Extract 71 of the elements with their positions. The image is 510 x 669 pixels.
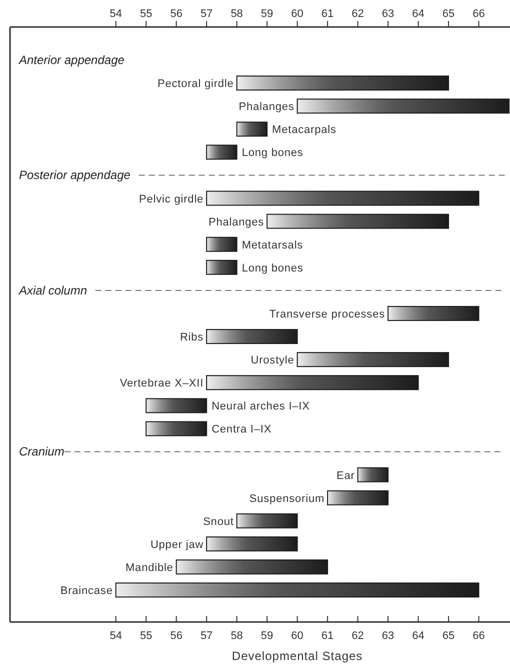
x-tick-label: 66 — [472, 630, 485, 642]
x-tick-label: 63 — [382, 630, 394, 642]
x2-tick-label: 56 — [170, 8, 182, 20]
y-tick-label: Transverse processes — [269, 308, 386, 320]
y-tick-label: Cranium — [19, 444, 64, 459]
x-axis-title: Developmental Stages — [232, 649, 363, 663]
x-tick-label: 60 — [291, 630, 304, 642]
x-tick-label: 65 — [442, 630, 455, 642]
bar — [236, 513, 298, 528]
bar — [206, 236, 238, 252]
y-tick-label: Suspensorium — [249, 492, 325, 505]
x-tick-label: 56 — [170, 630, 182, 642]
x-tick-label: 58 — [230, 630, 243, 642]
x-tick-label: 62 — [352, 630, 364, 642]
x2-tick-label: 61 — [321, 8, 334, 20]
x-tick-label: 55 — [140, 630, 152, 642]
bar — [236, 122, 268, 137]
x-tick-label: 59 — [260, 630, 274, 642]
x2-tick-label: 55 — [140, 8, 152, 20]
y-tick-label: Neural arches I–IX — [212, 400, 310, 413]
x-tick-label: 54 — [110, 630, 122, 642]
y-tick-label: Urostyle — [250, 354, 294, 367]
y-tick-label: Phalanges — [208, 216, 264, 228]
y-tick-label: Axial column — [18, 283, 88, 298]
bar — [206, 190, 480, 206]
bar — [206, 260, 238, 275]
y-tick-label: Braincase — [60, 585, 113, 597]
bar — [296, 98, 510, 114]
x2-tick-label: 66 — [472, 8, 485, 20]
y-tick-label: Pelvic girdle — [139, 193, 204, 206]
y-tick-label: Snout — [203, 516, 234, 528]
bar — [296, 352, 450, 368]
bar — [206, 375, 419, 390]
y-tick-label: Anterior appendage — [18, 53, 125, 67]
x2-tick-label: 54 — [110, 8, 122, 20]
y-tick-label: Mandible — [125, 562, 174, 574]
x2-tick-label: 57 — [200, 8, 213, 20]
bar — [357, 467, 389, 482]
x-tick-label: 57 — [200, 630, 213, 642]
x2-tick-label: 64 — [412, 8, 424, 20]
bar — [146, 421, 208, 436]
y-tick-label: Phalanges — [238, 101, 294, 114]
y-tick-label: Ribs — [180, 332, 204, 344]
y-tick-label: Long bones — [242, 262, 304, 274]
y-tick-label: Ear — [336, 470, 355, 482]
x2-tick-label: 60 — [291, 8, 304, 20]
x2-tick-label: 63 — [382, 8, 394, 20]
y-tick-label: Upper jaw — [150, 538, 204, 551]
x2-tick-label: 65 — [442, 8, 455, 20]
x2-tick-label: 62 — [352, 8, 364, 20]
bar — [115, 582, 480, 598]
bar — [206, 329, 298, 344]
y-tick-label: Centra I–IX — [212, 424, 272, 436]
y-tick-label: Long bones — [242, 147, 304, 160]
y-tick-label: Posterior appendage — [19, 168, 131, 182]
bar — [266, 214, 450, 229]
y-tick-label: Vertebrae X–XII — [120, 378, 204, 390]
bar — [146, 398, 208, 414]
y-tick-label: Pectoral girdle — [157, 78, 234, 90]
x2-tick-label: 58 — [230, 8, 243, 20]
bar — [206, 144, 238, 160]
bar — [327, 490, 389, 506]
x2-tick-label: 59 — [260, 8, 274, 20]
y-tick-label: Metatarsals — [242, 239, 304, 252]
y-tick-label: Metacarpals — [272, 124, 336, 136]
bar — [206, 536, 298, 552]
x-tick-label: 64 — [412, 630, 424, 642]
x-tick-label: 61 — [321, 630, 334, 642]
bar — [176, 559, 328, 574]
bar — [388, 306, 480, 321]
bar — [236, 76, 450, 91]
